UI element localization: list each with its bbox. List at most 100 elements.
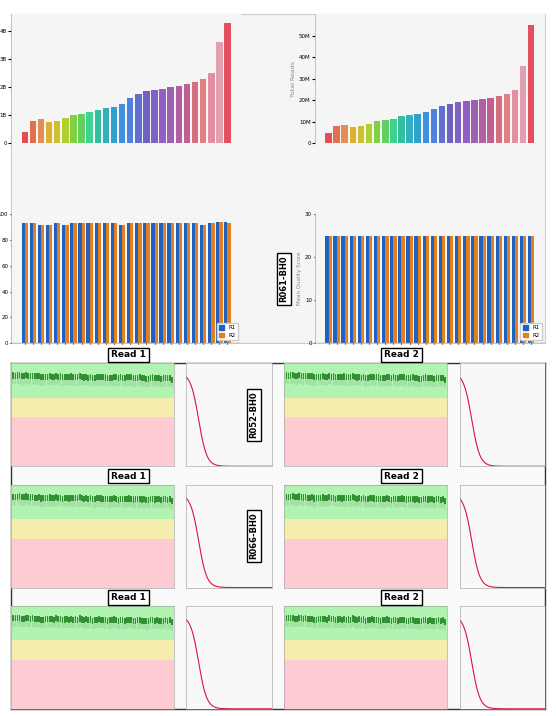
- Bar: [374, 495, 375, 501]
- Bar: [286, 615, 287, 621]
- Bar: [128, 616, 130, 623]
- Bar: [139, 495, 141, 502]
- Bar: [439, 236, 442, 343]
- Bar: [72, 616, 74, 623]
- Bar: [438, 617, 439, 623]
- Bar: [208, 223, 211, 343]
- Bar: [442, 496, 444, 502]
- Bar: [171, 619, 173, 625]
- Bar: [85, 495, 87, 501]
- Bar: [367, 496, 369, 502]
- Bar: [414, 375, 416, 381]
- Bar: [120, 374, 121, 380]
- Bar: [216, 222, 220, 343]
- Bar: [38, 225, 41, 343]
- Bar: [17, 494, 18, 500]
- Bar: [434, 236, 437, 343]
- Bar: [183, 223, 187, 343]
- Bar: [29, 223, 33, 343]
- Bar: [376, 617, 377, 623]
- Bar: [11, 519, 174, 538]
- Bar: [156, 496, 158, 502]
- Bar: [474, 236, 478, 343]
- Bar: [122, 374, 123, 381]
- Bar: [98, 374, 100, 380]
- Bar: [316, 616, 317, 623]
- Bar: [284, 364, 447, 397]
- Bar: [369, 495, 371, 501]
- Bar: [224, 222, 227, 343]
- Bar: [71, 495, 72, 501]
- Bar: [92, 618, 93, 624]
- Bar: [128, 495, 130, 502]
- Bar: [412, 617, 414, 623]
- Bar: [59, 374, 61, 379]
- Bar: [322, 373, 324, 379]
- Bar: [344, 495, 345, 501]
- Bar: [322, 616, 324, 622]
- Bar: [314, 374, 315, 380]
- Bar: [314, 495, 315, 501]
- Bar: [143, 618, 145, 624]
- Bar: [71, 616, 72, 622]
- Bar: [66, 616, 68, 622]
- Text: R052-BH0: R052-BH0: [249, 392, 258, 438]
- Bar: [290, 615, 291, 621]
- Bar: [113, 616, 115, 623]
- Bar: [329, 615, 330, 621]
- Bar: [294, 373, 296, 379]
- Bar: [44, 374, 46, 379]
- Bar: [299, 493, 300, 500]
- Bar: [337, 616, 339, 622]
- Bar: [390, 375, 392, 382]
- Bar: [75, 616, 76, 623]
- Bar: [111, 107, 117, 143]
- Bar: [354, 374, 356, 380]
- Bar: [292, 493, 294, 500]
- Bar: [77, 495, 78, 501]
- Bar: [287, 615, 289, 621]
- Bar: [78, 114, 85, 143]
- Bar: [70, 115, 77, 143]
- Bar: [316, 374, 317, 380]
- Bar: [23, 494, 25, 500]
- Bar: [374, 374, 375, 380]
- Bar: [147, 376, 149, 382]
- Bar: [154, 618, 156, 624]
- Bar: [317, 495, 319, 501]
- Bar: [141, 375, 143, 381]
- Bar: [416, 496, 418, 503]
- Bar: [66, 225, 68, 343]
- Bar: [365, 375, 366, 381]
- Bar: [326, 495, 328, 501]
- Bar: [141, 496, 143, 503]
- Bar: [294, 616, 296, 621]
- Bar: [81, 616, 83, 623]
- Bar: [339, 495, 341, 501]
- Bar: [427, 375, 429, 381]
- Bar: [410, 496, 411, 502]
- Text: Read 2: Read 2: [384, 350, 419, 359]
- Bar: [66, 495, 68, 501]
- Bar: [107, 375, 108, 381]
- Bar: [466, 236, 470, 343]
- Bar: [302, 495, 304, 500]
- Bar: [21, 494, 23, 500]
- Bar: [135, 617, 136, 624]
- Text: Read 2: Read 2: [384, 472, 419, 480]
- Bar: [64, 495, 66, 501]
- Bar: [341, 125, 348, 143]
- Bar: [356, 617, 358, 623]
- Bar: [158, 375, 160, 381]
- Bar: [38, 494, 40, 500]
- Bar: [57, 374, 59, 379]
- Bar: [490, 236, 494, 343]
- Bar: [322, 495, 324, 500]
- Bar: [401, 374, 403, 380]
- Bar: [301, 615, 302, 621]
- Bar: [109, 617, 111, 624]
- Bar: [423, 617, 424, 624]
- Bar: [87, 374, 89, 381]
- Bar: [512, 90, 518, 143]
- Bar: [520, 236, 523, 343]
